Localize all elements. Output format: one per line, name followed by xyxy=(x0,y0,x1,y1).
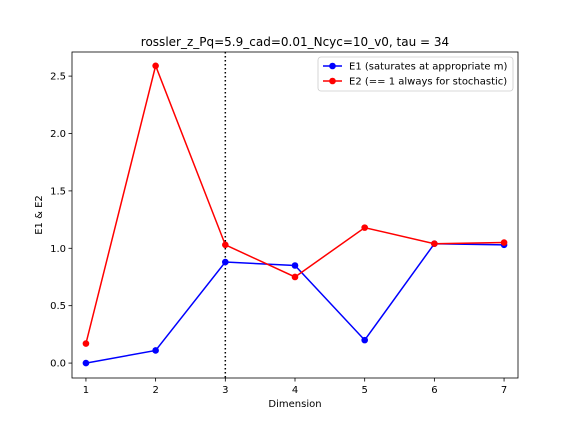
series-1-point xyxy=(222,258,229,266)
series-2-point xyxy=(500,239,508,246)
series-2-point xyxy=(361,224,368,231)
x-tick-label: 5 xyxy=(362,385,368,396)
x-tick-label: 7 xyxy=(501,385,507,396)
plot-area: 1 2 3 4 5 6 7 0.0 0.5 1.0 1.5 2.0 2.5 xyxy=(50,51,519,396)
chart-title: rossler_z_Pq=5.9_cad=0.01_Ncyc=10_v0, ta… xyxy=(141,35,449,49)
x-tick-label: 4 xyxy=(292,385,298,396)
series-2-point xyxy=(291,273,299,281)
y-tick-label: 0.5 xyxy=(50,301,66,312)
series-2-point xyxy=(82,340,90,347)
x-tick-label: 6 xyxy=(431,385,437,396)
x-tick-label: 1 xyxy=(83,385,89,396)
x-tick-label: 2 xyxy=(152,385,158,396)
y-tick-label: 0.0 xyxy=(50,359,66,370)
x-axis-label: Dimension xyxy=(268,399,321,410)
y-tick-label: 2.5 xyxy=(50,72,66,83)
y-axis-label: E1 & E2 xyxy=(34,195,45,235)
y-tick-label: 1.5 xyxy=(50,186,66,197)
legend-label-1: E1 (saturates at appropriate m) xyxy=(349,62,507,73)
series-1-point xyxy=(82,359,90,367)
series-2-point xyxy=(431,240,438,247)
series-1-point xyxy=(361,336,368,344)
x-tick-label: 3 xyxy=(222,385,228,396)
series-2-point xyxy=(222,241,229,249)
legend-box xyxy=(317,56,514,92)
series-1-point xyxy=(291,262,299,269)
legend-marker-2 xyxy=(329,77,336,85)
series-2-point xyxy=(152,62,159,70)
series-1-point xyxy=(152,347,159,354)
legend: E1 (saturates at appropriate m) E2 (== 1 … xyxy=(317,56,514,92)
legend-marker-1 xyxy=(329,62,336,70)
y-tick-label: 2.0 xyxy=(50,129,66,140)
legend-label-2: E2 (== 1 always for stochastic) xyxy=(349,77,507,88)
y-tick-label: 1.0 xyxy=(50,244,66,255)
